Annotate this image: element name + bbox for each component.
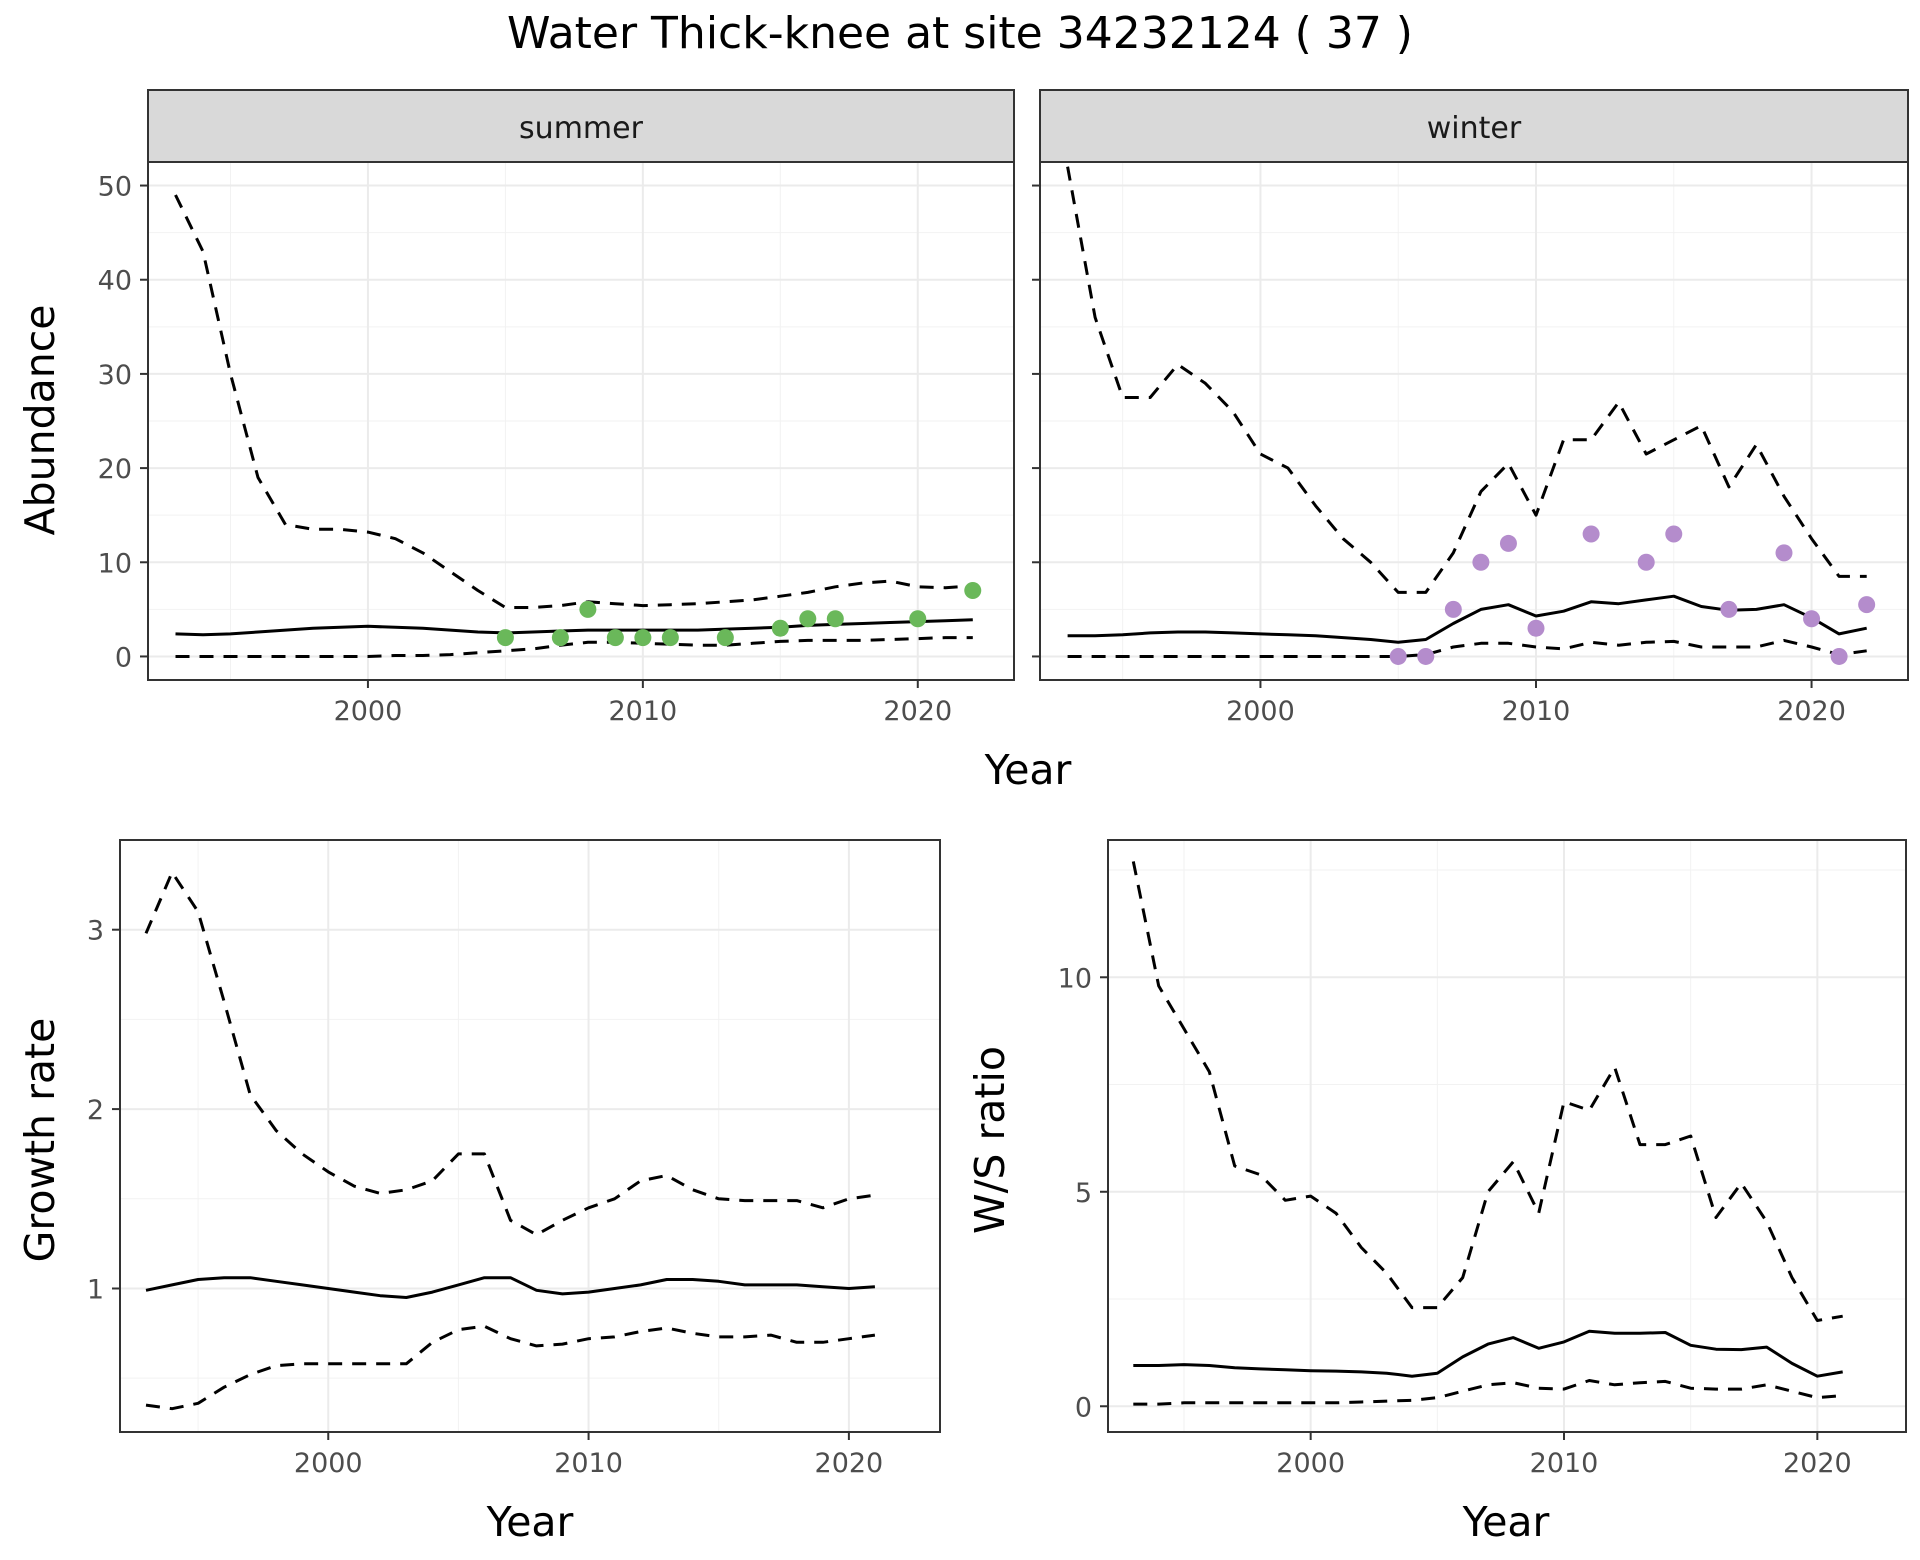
winter-observed-point	[1499, 534, 1517, 552]
abundance-x-axis-title: Year	[984, 746, 1072, 794]
growth-y-tick-label: 3	[87, 916, 104, 947]
winter-observed-point	[1389, 647, 1407, 665]
summer-observed-point	[826, 610, 844, 628]
growth-mean-line	[145, 1276, 876, 1299]
summer-x-tick-label: 2020	[883, 696, 952, 727]
winter-observed-point	[1720, 600, 1738, 618]
facet-strip-summer	[147, 89, 1015, 163]
abundance-summer-panel: summer 2000 2010 2020 0 10 20 30 40 50	[98, 89, 1015, 727]
growth-rate-panel: 2000 2010 2020 1 2 3	[87, 839, 941, 1479]
facet-label-winter: winter	[1427, 111, 1522, 146]
summer-observed-point	[579, 600, 597, 618]
summer-y-tick-label: 10	[98, 548, 132, 579]
summer-y-tick-label: 20	[98, 454, 132, 485]
summer-y-tick-label: 0	[115, 642, 132, 673]
facet-label-summer: summer	[519, 111, 644, 146]
ws-upper-line	[1131, 861, 1843, 1322]
winter-lower-line	[1067, 638, 1867, 658]
summer-observed-point	[716, 629, 734, 647]
ws-y-tick-label: 10	[1058, 963, 1092, 994]
winter-panel-border	[1039, 161, 1909, 681]
growth-x-axis-title: Year	[486, 1498, 574, 1546]
growth-x-tick-label: 2010	[554, 1448, 623, 1479]
winter-x-tick-label: 2010	[1502, 696, 1571, 727]
growth-lower-line	[145, 1324, 876, 1411]
winter-observed-point	[1858, 596, 1876, 614]
ws-y-tick-label: 5	[1075, 1178, 1092, 1209]
summer-observed-point	[799, 610, 817, 628]
winter-observed-point	[1472, 553, 1490, 571]
abundance-y-axis-title: Abundance	[16, 305, 64, 536]
abundance-winter-panel: winter 2000 2010 2020	[1032, 89, 1909, 727]
ws-x-tick-label: 2000	[1276, 1448, 1345, 1479]
ws-x-axis-title: Year	[1462, 1498, 1550, 1546]
summer-observed-point	[964, 582, 982, 600]
ws-lower-line	[1133, 1379, 1843, 1406]
summer-x-tick-label: 2010	[608, 696, 677, 727]
ws-mean-line	[1133, 1329, 1843, 1378]
growth-y-tick-label: 2	[87, 1095, 104, 1126]
summer-observed-point	[771, 619, 789, 637]
summer-mean-line	[175, 618, 973, 637]
ws-ratio-panel: 2000 2010 2020 0 5 10	[1058, 839, 1907, 1479]
growth-y-tick-label: 1	[87, 1274, 104, 1305]
chart-title: Water Thick-knee at site 34232124 ( 37 )	[507, 8, 1413, 59]
winter-observed-point	[1830, 647, 1848, 665]
summer-observed-point	[551, 629, 569, 647]
growth-x-tick-label: 2020	[815, 1448, 884, 1479]
growth-panel-border	[119, 839, 941, 1433]
summer-observed-point	[606, 629, 624, 647]
facet-strip-winter	[1039, 89, 1909, 163]
winter-mean-line	[1067, 594, 1868, 644]
winter-x-tick-label: 2020	[1777, 696, 1846, 727]
winter-x-tick-label: 2000	[1226, 696, 1295, 727]
growth-y-axis-title: Growth rate	[16, 1018, 64, 1263]
ws-y-axis-title: W/S ratio	[966, 1046, 1014, 1234]
winter-observed-point	[1803, 610, 1821, 628]
winter-observed-point	[1444, 600, 1462, 618]
summer-lower-line	[175, 636, 973, 658]
growth-upper-line	[144, 870, 876, 1237]
growth-x-tick-label: 2000	[294, 1448, 363, 1479]
winter-observed-point	[1665, 525, 1683, 543]
summer-y-tick-label: 30	[98, 360, 132, 391]
summer-observed-point	[661, 629, 679, 647]
winter-observed-point	[1637, 553, 1655, 571]
summer-upper-line	[174, 194, 973, 609]
ws-x-tick-label: 2020	[1783, 1448, 1852, 1479]
ws-panel-border	[1107, 839, 1907, 1433]
summer-observed-point	[634, 629, 652, 647]
summer-y-tick-label: 40	[98, 266, 132, 297]
summer-x-tick-label: 2000	[334, 696, 403, 727]
winter-observed-point	[1527, 619, 1545, 637]
winter-observed-point	[1417, 647, 1435, 665]
winter-upper-line	[1066, 166, 1867, 594]
summer-panel-border	[147, 161, 1015, 681]
summer-observed-point	[909, 610, 927, 628]
summer-y-tick-label: 50	[98, 172, 132, 203]
winter-observed-point	[1775, 544, 1793, 562]
winter-observed-point	[1582, 525, 1600, 543]
summer-observed-point	[496, 629, 514, 647]
ws-x-tick-label: 2010	[1530, 1448, 1599, 1479]
ws-y-tick-label: 0	[1075, 1392, 1092, 1423]
